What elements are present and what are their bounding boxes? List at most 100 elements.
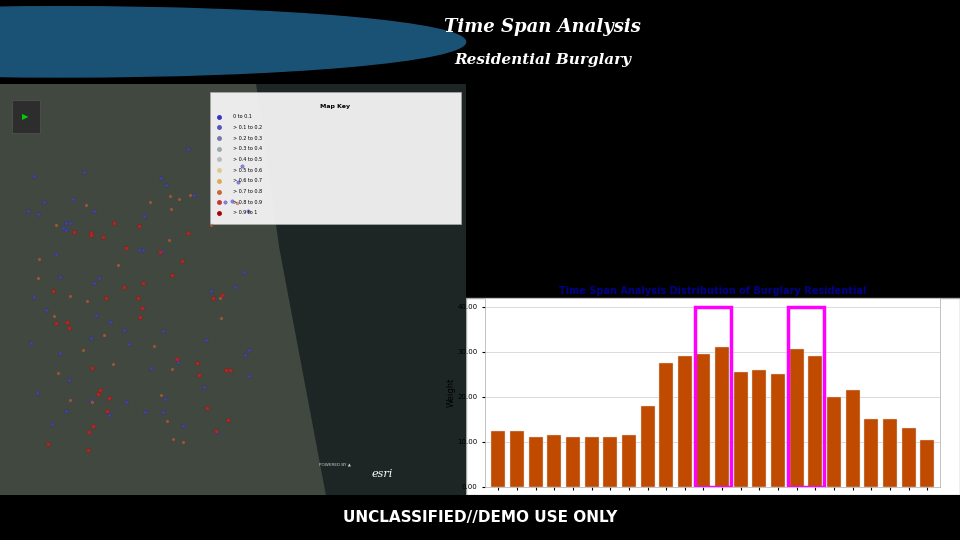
Point <box>49 221 64 230</box>
X-axis label: Hour of Day: Hour of Day <box>687 502 738 511</box>
Bar <box>678 356 692 487</box>
Point <box>161 235 177 244</box>
Bar <box>733 372 748 487</box>
Polygon shape <box>0 84 325 495</box>
Point <box>138 408 154 416</box>
Point <box>122 340 137 348</box>
Point <box>157 395 173 403</box>
Point <box>85 422 101 430</box>
Text: > 0.4 to 0.5: > 0.4 to 0.5 <box>232 157 262 162</box>
Point <box>48 319 63 328</box>
Text: > 0.5 to 0.6: > 0.5 to 0.6 <box>232 167 262 173</box>
Point <box>86 207 102 215</box>
Point <box>182 191 198 200</box>
Point <box>134 304 150 313</box>
Point <box>92 386 108 395</box>
Bar <box>883 420 897 487</box>
Point <box>189 359 204 368</box>
Bar <box>622 435 636 487</box>
Point <box>76 346 91 354</box>
Point <box>146 342 161 350</box>
Point <box>241 372 256 381</box>
Text: POWERED BY ▲: POWERED BY ▲ <box>320 462 351 467</box>
Point <box>31 210 46 219</box>
Point <box>135 246 151 254</box>
Point <box>228 282 243 291</box>
Point <box>78 201 93 210</box>
Bar <box>510 430 524 487</box>
Point <box>204 220 219 229</box>
Point <box>61 323 77 332</box>
Point <box>86 279 102 287</box>
Point <box>27 293 42 302</box>
Point <box>170 357 185 366</box>
Point <box>101 411 116 420</box>
Point <box>91 390 107 399</box>
Point <box>116 282 132 291</box>
Point <box>44 420 60 429</box>
Text: UNCLASSIFIED//DEMO USE ONLY: UNCLASSIFIED//DEMO USE ONLY <box>343 510 617 525</box>
Point <box>66 227 82 236</box>
Text: Map Key: Map Key <box>321 104 350 109</box>
Point <box>176 437 191 446</box>
Point <box>214 314 229 322</box>
Point <box>61 375 77 384</box>
Bar <box>209 92 461 224</box>
Text: 5pm – 6pm (1700 – 1800).: 5pm – 6pm (1700 – 1800). <box>530 309 732 323</box>
Point <box>118 244 133 252</box>
Bar <box>808 356 823 487</box>
Point <box>99 407 114 415</box>
Point <box>136 212 152 220</box>
Point <box>236 267 252 276</box>
Text: 0 to 0.1: 0 to 0.1 <box>232 114 252 119</box>
Bar <box>921 440 934 487</box>
Bar <box>827 397 841 487</box>
Point <box>241 346 256 354</box>
Text: > 0.2 to 0.3: > 0.2 to 0.3 <box>232 136 262 140</box>
Bar <box>846 390 859 487</box>
Point <box>165 435 180 444</box>
Point <box>223 366 238 375</box>
Point <box>132 221 147 230</box>
Bar <box>660 363 673 487</box>
Point <box>224 197 239 205</box>
Point <box>130 293 145 302</box>
Point <box>62 396 78 404</box>
Point <box>58 226 73 234</box>
Bar <box>697 354 710 487</box>
Point <box>98 293 113 302</box>
Point <box>95 233 110 242</box>
Point <box>228 199 244 207</box>
Point <box>107 219 122 227</box>
Point <box>205 294 221 302</box>
Point <box>110 261 126 269</box>
Text: Time Span Analysis: Time Span Analysis <box>444 18 641 36</box>
Bar <box>12 100 39 133</box>
Point <box>59 219 74 228</box>
Point <box>91 274 107 282</box>
Text: > 0.3 to 0.4: > 0.3 to 0.4 <box>232 146 262 151</box>
Point <box>65 194 81 203</box>
Point <box>118 398 133 407</box>
Circle shape <box>0 6 466 77</box>
Point <box>132 313 148 321</box>
Point <box>180 228 196 237</box>
Bar <box>640 406 655 487</box>
Point <box>59 407 74 416</box>
Point <box>84 396 99 404</box>
Point <box>175 422 190 430</box>
Point <box>175 257 190 266</box>
Point <box>116 326 132 334</box>
Y-axis label: Weight: Weight <box>447 377 456 407</box>
Bar <box>125 0 960 84</box>
Point <box>84 363 99 372</box>
Point <box>105 359 120 368</box>
Point <box>196 383 211 391</box>
Point <box>62 219 78 228</box>
Point <box>162 192 178 200</box>
Title: Time Span Analysis Distribution of Burglary Residential: Time Span Analysis Distribution of Burgl… <box>559 286 867 295</box>
Point <box>164 365 180 374</box>
Point <box>38 306 54 315</box>
Point <box>84 334 99 342</box>
Point <box>154 391 169 400</box>
